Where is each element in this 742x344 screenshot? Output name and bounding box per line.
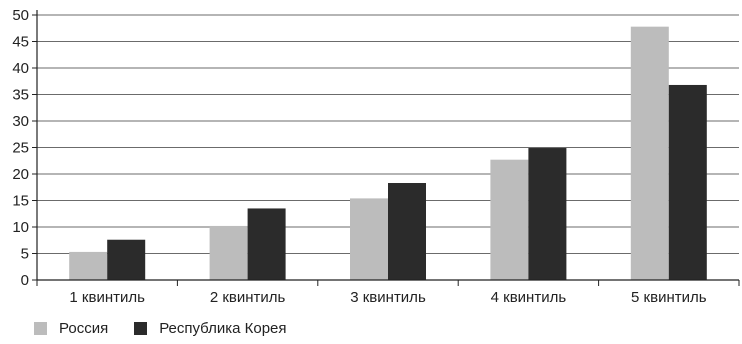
bar-korea [388, 183, 426, 280]
bar-russia [209, 225, 248, 280]
y-tick-label: 5 [21, 246, 29, 263]
bar-russia [490, 159, 529, 280]
bar-korea [528, 148, 567, 280]
legend-label-korea: Республика Корея [159, 320, 287, 337]
y-tick-label: 30 [12, 113, 29, 130]
x-category-label: 1 квинтиль [69, 289, 145, 306]
bar-russia [69, 251, 108, 280]
x-category-label: 5 квинтиль [631, 289, 707, 306]
y-tick-label: 35 [12, 87, 29, 104]
y-tick-label: 25 [12, 140, 29, 157]
bar-korea [107, 239, 146, 280]
legend: Россия Республика Корея [34, 320, 313, 337]
bar-korea [247, 208, 286, 280]
y-tick-label: 0 [21, 272, 29, 289]
legend-swatch-russia [34, 322, 47, 335]
legend-item-korea: Республика Корея [134, 320, 287, 337]
y-tick-label: 50 [12, 7, 29, 24]
y-tick-label: 40 [12, 60, 29, 77]
legend-label-russia: Россия [59, 320, 109, 337]
y-tick-label: 15 [12, 193, 29, 210]
x-category-labels: 1 квинтиль 2 квинтиль 3 квинтиль 4 квинтиль… [69, 289, 706, 306]
axes [36, 10, 740, 286]
bar-russia [350, 198, 388, 280]
bar-chart: 0 5 10 15 20 25 30 35 40 45 50 1 квинтиль 2 квинтил… [12, 7, 740, 306]
x-category-label: 4 квинтиль [491, 289, 567, 306]
legend-swatch-korea [134, 322, 148, 335]
x-category-label: 3 квинтиль [350, 289, 426, 306]
y-tick-label: 20 [12, 166, 29, 183]
bars [69, 26, 707, 281]
bar-russia [630, 26, 669, 280]
bar-korea [668, 84, 707, 281]
y-tick-label: 45 [12, 34, 29, 51]
legend-item-russia: Россия [34, 320, 108, 337]
y-tick-label: 10 [12, 219, 29, 236]
y-tick-labels: 0 5 10 15 20 25 30 35 40 45 50 [12, 7, 29, 289]
x-category-label: 2 квинтиль [210, 289, 286, 306]
